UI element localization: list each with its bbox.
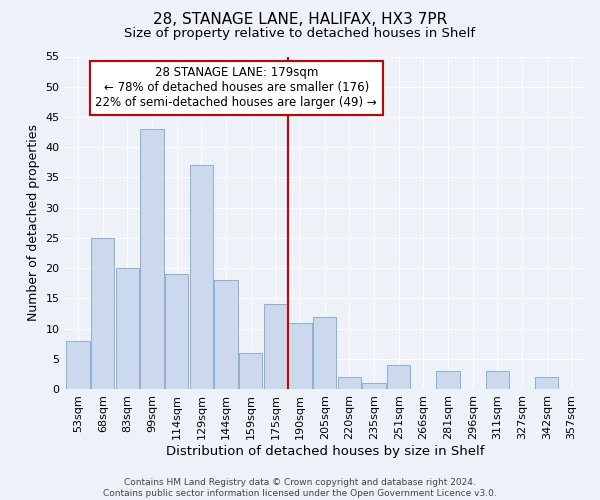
Bar	[486, 371, 509, 389]
Text: Size of property relative to detached houses in Shelf: Size of property relative to detached ho…	[124, 28, 476, 40]
Bar	[436, 371, 460, 389]
Bar	[190, 166, 213, 389]
Bar	[116, 268, 139, 389]
Bar	[91, 238, 115, 389]
Bar	[67, 340, 90, 389]
Bar	[214, 280, 238, 389]
Bar	[362, 383, 386, 389]
Y-axis label: Number of detached properties: Number of detached properties	[27, 124, 40, 322]
Bar	[535, 377, 559, 389]
X-axis label: Distribution of detached houses by size in Shelf: Distribution of detached houses by size …	[166, 444, 484, 458]
Text: Contains HM Land Registry data © Crown copyright and database right 2024.
Contai: Contains HM Land Registry data © Crown c…	[103, 478, 497, 498]
Text: 28, STANAGE LANE, HALIFAX, HX3 7PR: 28, STANAGE LANE, HALIFAX, HX3 7PR	[153, 12, 447, 28]
Bar	[264, 304, 287, 389]
Bar	[140, 129, 164, 389]
Bar	[313, 316, 337, 389]
Text: 28 STANAGE LANE: 179sqm
← 78% of detached houses are smaller (176)
22% of semi-d: 28 STANAGE LANE: 179sqm ← 78% of detache…	[95, 66, 377, 110]
Bar	[289, 322, 312, 389]
Bar	[338, 377, 361, 389]
Bar	[387, 365, 410, 389]
Bar	[239, 353, 262, 389]
Bar	[165, 274, 188, 389]
